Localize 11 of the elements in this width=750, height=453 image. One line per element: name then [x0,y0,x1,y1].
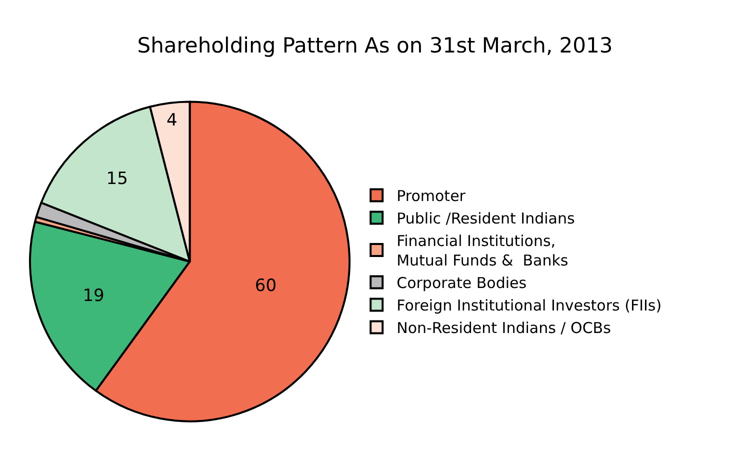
legend-label: Non-Resident Indians / OCBs [396,319,612,338]
data-label: 15 [106,169,128,190]
legend-label: Foreign Institutional Investors (FIIs) [396,296,662,315]
legend-label: Corporate Bodies [396,274,527,292]
chart-title: Shareholding Pattern As on 31st March, 2013 [137,34,613,58]
legend-label: Promoter [396,187,466,206]
data-label: 60 [254,276,277,296]
legend-label: Public /Resident Indians [396,210,575,228]
data-label: 19 [82,286,104,306]
legend-label: Financial Institutions, Mutual Funds & Banks [396,232,568,270]
data-label: 4 [166,110,178,131]
